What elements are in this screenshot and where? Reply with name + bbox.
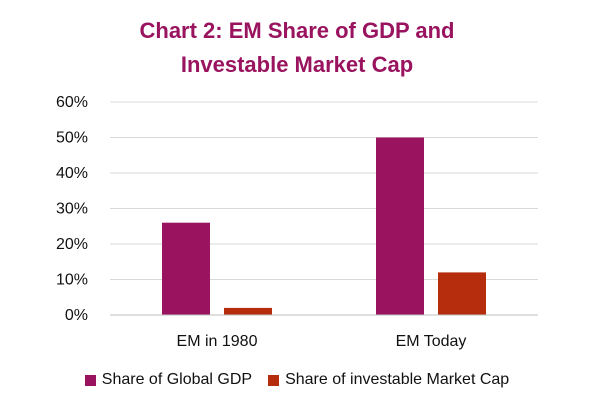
bar-gdp: [376, 137, 424, 315]
y-tick-label: 10%: [56, 272, 88, 289]
y-tick-label: 20%: [56, 236, 88, 253]
chart-title: Chart 2: EM Share of GDP and Investable …: [0, 14, 594, 82]
legend-label-market-cap: Share of investable Market Cap: [285, 371, 510, 388]
bar-gdp: [162, 222, 210, 315]
legend-item-market-cap: Share of investable Market Cap: [268, 371, 509, 389]
legend-item-gdp: Share of Global GDP: [84, 371, 253, 389]
legend-swatch-gdp: [84, 374, 96, 386]
bars: [162, 137, 486, 315]
y-tick-label: 50%: [56, 130, 88, 147]
bar-market-cap: [224, 307, 272, 315]
legend: Share of Global GDP Share of investable …: [0, 371, 594, 389]
y-axis-tick-labels: 0% 10% 20% 30% 40% 50% 60%: [56, 94, 88, 324]
y-tick-label: 0%: [65, 307, 88, 324]
y-tick-label: 60%: [56, 94, 88, 111]
x-axis-category-labels: EM in 1980 EM Today: [177, 333, 467, 350]
x-category-label: EM Today: [396, 333, 467, 350]
chart-title-line-1: Chart 2: EM Share of GDP and: [139, 18, 455, 43]
y-tick-label: 30%: [56, 201, 88, 218]
y-tick-label: 40%: [56, 165, 88, 182]
legend-swatch-market-cap: [268, 374, 280, 386]
chart-title-line-2: Investable Market Cap: [180, 52, 414, 77]
bar-market-cap: [438, 272, 486, 315]
x-category-label: EM in 1980: [177, 333, 258, 350]
legend-label-gdp: Share of Global GDP: [101, 371, 253, 388]
